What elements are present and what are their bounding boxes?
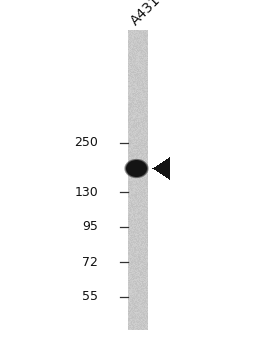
Text: 72: 72: [82, 256, 98, 269]
Text: A431: A431: [128, 0, 163, 28]
Text: 130: 130: [74, 185, 98, 198]
Text: 55: 55: [82, 290, 98, 303]
Text: 250: 250: [74, 136, 98, 150]
Text: 95: 95: [82, 220, 98, 233]
